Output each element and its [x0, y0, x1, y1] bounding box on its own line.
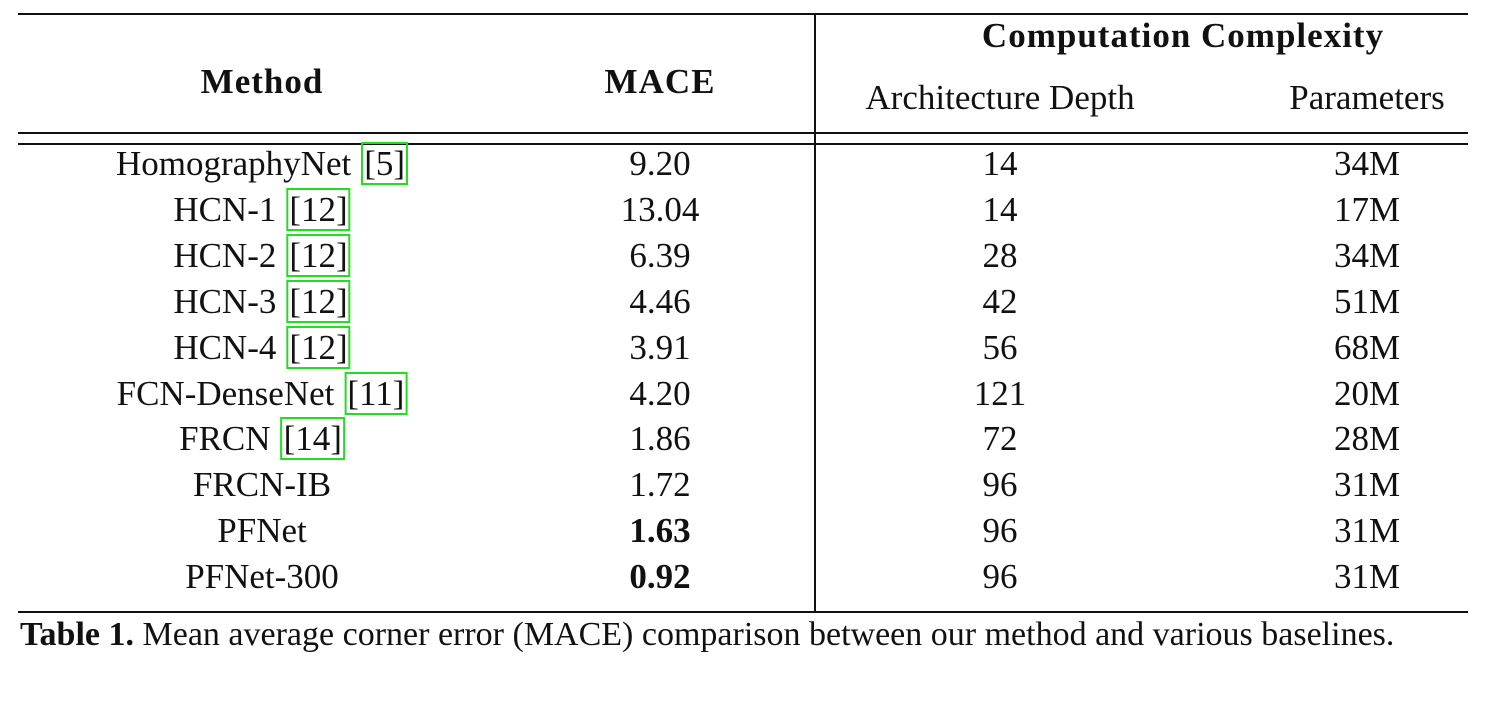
citation-link: [5] — [361, 142, 409, 185]
depth-cell: 121 — [973, 373, 1027, 413]
column-rule — [814, 14, 816, 612]
bottom-rule — [18, 611, 1468, 613]
method-name: HomographyNet — [115, 144, 352, 183]
method-cell: HCN-2 [12] — [173, 233, 351, 277]
method-name: HCN-1 — [173, 189, 277, 229]
params-cell: 51M — [1333, 281, 1401, 321]
citation-link: [11] — [344, 371, 408, 415]
params-cell: 34M — [1333, 235, 1401, 275]
header-cell: Parameters — [1289, 78, 1445, 117]
header-cell: Architecture Depth — [865, 78, 1135, 117]
method-name: FRCN-IB — [192, 465, 332, 505]
method-cell: PFNet-300 — [185, 557, 339, 597]
mid-rule — [18, 143, 1468, 145]
caption-label: Table 1. — [20, 616, 135, 653]
method-name: HCN-2 — [173, 235, 277, 275]
method-name: FRCN — [179, 419, 271, 459]
method-cell: HCN-4 [12] — [173, 325, 351, 369]
citation-link: [12] — [286, 325, 351, 369]
depth-cell: 72 — [982, 419, 1018, 459]
method-name: PFNet — [217, 511, 307, 551]
params-cell: 20M — [1333, 373, 1401, 413]
method-cell: FCN-DenseNet [11] — [116, 371, 408, 415]
depth-cell: 56 — [982, 327, 1018, 367]
params-cell: 31M — [1333, 557, 1401, 597]
mid-rule — [18, 132, 1468, 134]
mace-cell: 1.63 — [629, 511, 691, 551]
depth-cell: 96 — [982, 511, 1018, 551]
header-cell: MACE — [604, 62, 716, 101]
mace-cell: 3.91 — [629, 327, 691, 367]
params-cell: 31M — [1333, 511, 1401, 551]
depth-cell: 28 — [982, 235, 1018, 275]
method-cell: HCN-3 [12] — [173, 279, 351, 323]
mace-cell: 4.20 — [629, 373, 691, 413]
params-cell: 68M — [1333, 327, 1401, 367]
params-cell: 17M — [1333, 189, 1401, 229]
method-cell: HCN-1 [12] — [173, 187, 351, 231]
mace-cell: 1.86 — [629, 419, 691, 459]
depth-cell: 96 — [982, 465, 1018, 505]
method-cell: PFNet — [217, 511, 306, 551]
citation-link: [14] — [280, 417, 345, 461]
mace-cell: 13.04 — [620, 189, 700, 229]
method-cell: FRCN-IB — [193, 465, 331, 505]
citation-link: [12] — [286, 279, 351, 323]
mace-cell: 1.72 — [629, 465, 691, 505]
method-cell: FRCN [14] — [179, 417, 345, 461]
params-cell: 34M — [1333, 144, 1401, 183]
header-cell: Method — [200, 62, 324, 101]
method-cell: HomographyNet [5] — [115, 142, 409, 185]
depth-cell: 42 — [982, 281, 1018, 321]
header-cell: Computation Complexity — [981, 16, 1385, 55]
mace-cell: 4.46 — [629, 281, 691, 321]
mace-cell: 9.20 — [629, 144, 691, 183]
method-name: FCN-DenseNet — [116, 373, 335, 413]
depth-cell: 14 — [982, 189, 1018, 229]
citation-link: [12] — [286, 233, 351, 277]
caption-text: Mean average corner error (MACE) compari… — [142, 616, 1395, 653]
method-name: HCN-4 — [173, 327, 277, 367]
method-name: PFNet-300 — [185, 557, 339, 597]
citation-link: [12] — [286, 187, 351, 231]
caption: Table 1. Mean average corner error (MACE… — [20, 612, 1468, 658]
params-cell: 28M — [1333, 419, 1401, 459]
depth-cell: 96 — [982, 557, 1018, 597]
params-cell: 31M — [1333, 465, 1401, 505]
mace-cell: 6.39 — [629, 235, 691, 275]
method-name: HCN-3 — [173, 281, 277, 321]
depth-cell: 14 — [982, 144, 1018, 183]
top-rule — [18, 13, 1468, 15]
mace-cell: 0.92 — [629, 557, 691, 597]
